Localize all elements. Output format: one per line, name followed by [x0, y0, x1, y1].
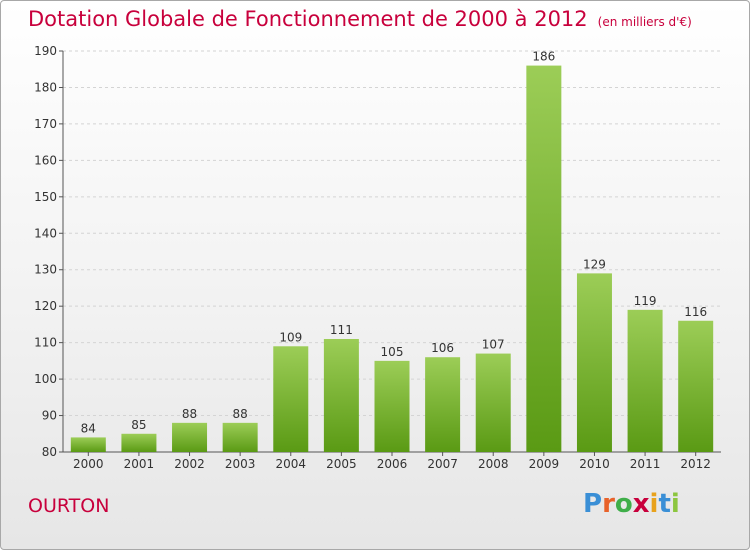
bar: [273, 346, 309, 452]
x-tick-label: 2012: [680, 457, 711, 471]
logo-letter: r: [602, 489, 615, 519]
y-tick-label: 180: [34, 80, 57, 94]
bar-value-label: 85: [131, 418, 146, 432]
bar-value-label: 129: [583, 257, 606, 271]
bar: [323, 338, 359, 452]
bar-value-label: 109: [279, 330, 302, 344]
x-tick-label: 2007: [427, 457, 458, 471]
bar: [70, 437, 106, 452]
x-tick-label: 2004: [275, 457, 306, 471]
bar-value-label: 107: [482, 338, 505, 352]
logo-letter: P: [583, 489, 603, 519]
bar-value-label: 186: [532, 50, 555, 64]
y-tick-label: 140: [34, 226, 57, 240]
bar-value-label: 119: [634, 294, 657, 308]
proxiti-logo: Proxiti: [583, 489, 680, 519]
x-tick-label: 2003: [225, 457, 256, 471]
x-tick-label: 2001: [124, 457, 155, 471]
bar: [374, 360, 410, 452]
y-tick-label: 90: [42, 409, 57, 423]
logo-letter: i: [649, 489, 659, 519]
bar-value-label: 116: [684, 305, 707, 319]
bar-value-label: 84: [81, 421, 96, 435]
y-tick-label: 150: [34, 190, 57, 204]
logo-letter: o: [614, 489, 633, 519]
x-tick-label: 2009: [529, 457, 560, 471]
x-tick-label: 2011: [630, 457, 661, 471]
y-tick-label: 100: [34, 372, 57, 386]
y-tick-label: 80: [42, 445, 57, 459]
bar: [576, 273, 612, 452]
bar: [627, 309, 663, 452]
chart-title-text: Dotation Globale de Fonctionnement de 20…: [28, 7, 588, 31]
x-tick-label: 2010: [579, 457, 610, 471]
bar: [121, 433, 157, 452]
logo-letter: x: [632, 489, 650, 519]
y-tick-label: 190: [34, 44, 57, 58]
bar: [678, 320, 714, 452]
y-tick-label: 110: [34, 336, 57, 350]
logo-letter: i: [670, 489, 680, 519]
bar: [222, 422, 258, 452]
bar: [475, 353, 511, 452]
commune-name: OURTON: [28, 495, 110, 517]
x-tick-label: 2008: [478, 457, 509, 471]
chart-title: Dotation Globale de Fonctionnement de 20…: [28, 7, 692, 31]
x-tick-label: 2005: [326, 457, 357, 471]
y-tick-label: 130: [34, 263, 57, 277]
bar: [425, 357, 461, 452]
logo-letter: t: [658, 489, 671, 519]
bar-value-label: 111: [330, 323, 353, 337]
bar: [172, 422, 208, 452]
x-tick-label: 2006: [377, 457, 408, 471]
bar-value-label: 105: [381, 345, 404, 359]
y-tick-label: 160: [34, 153, 57, 167]
y-tick-label: 120: [34, 299, 57, 313]
x-tick-label: 2000: [73, 457, 104, 471]
y-tick-label: 170: [34, 117, 57, 131]
bar-value-label: 106: [431, 341, 454, 355]
bar-value-label: 88: [182, 407, 197, 421]
chart-unit: (en milliers d'€): [597, 15, 692, 29]
bar-value-label: 88: [233, 407, 248, 421]
x-tick-label: 2002: [174, 457, 205, 471]
bar: [526, 65, 562, 452]
